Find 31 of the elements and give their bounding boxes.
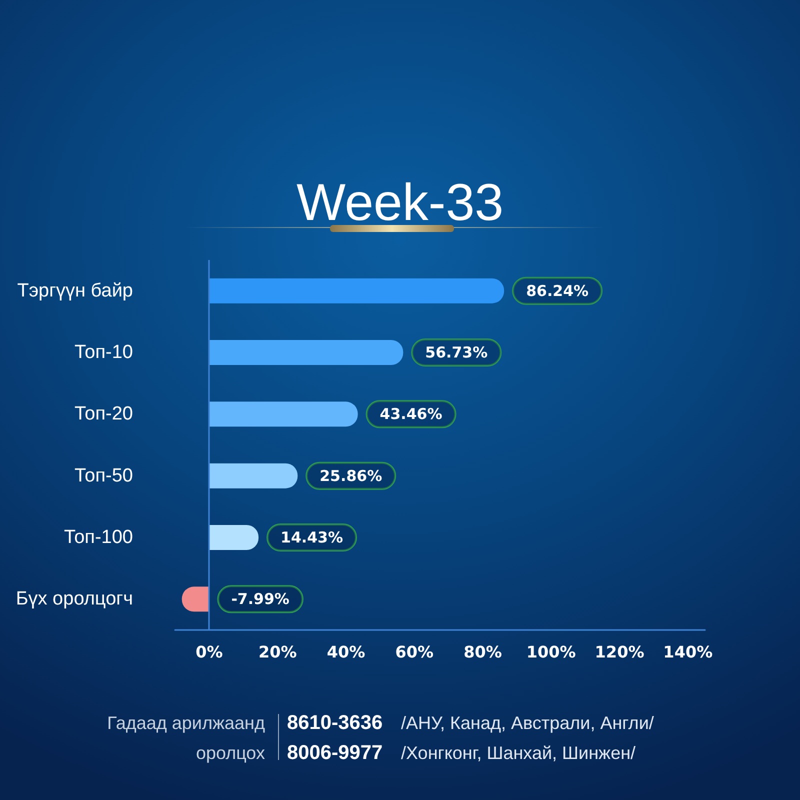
chart-title: Week-33: [296, 174, 504, 232]
data-label: 14.43%: [280, 528, 344, 546]
y-tick-label: Топ-10: [74, 342, 133, 363]
text: /Хонгконг, Шанхай, Шинжен/: [401, 743, 636, 763]
data-label: 86.24%: [526, 282, 589, 300]
x-tick-label: 100%: [526, 642, 576, 662]
y-tick-label: Бүх оролцогч: [16, 588, 133, 610]
y-tick-label: Топ-50: [74, 465, 133, 486]
x-tick-label: 60%: [395, 642, 434, 662]
x-tick-label: 80%: [464, 642, 502, 662]
x-tick-label: 120%: [594, 642, 644, 662]
x-tick-label: 140%: [663, 642, 713, 662]
y-tick-label: Тэргүүн байр: [17, 280, 133, 302]
bar: [209, 402, 358, 427]
bar: [209, 525, 259, 550]
x-tick-label: 40%: [326, 642, 366, 662]
y-tick-label: Топ-20: [74, 404, 133, 425]
text: 8006-9977: [287, 741, 384, 766]
x-tick-label: 0%: [196, 642, 223, 662]
text: /АНУ, Канад, Австрали, Англи/: [401, 713, 654, 733]
bar: [209, 463, 298, 488]
bar: [209, 340, 404, 365]
text: Гадаад арилжаанд оролцох: [106, 712, 265, 765]
data-label: 43.46%: [380, 405, 442, 424]
data-label: 56.73%: [425, 344, 488, 362]
x-tick-label: 20%: [258, 642, 297, 662]
data-label: 25.86%: [320, 466, 382, 485]
bar: [209, 278, 504, 304]
text: 8610-3636: [287, 711, 384, 736]
data-label: -7.99%: [231, 590, 290, 608]
y-tick-label: Топ-100: [64, 527, 133, 548]
